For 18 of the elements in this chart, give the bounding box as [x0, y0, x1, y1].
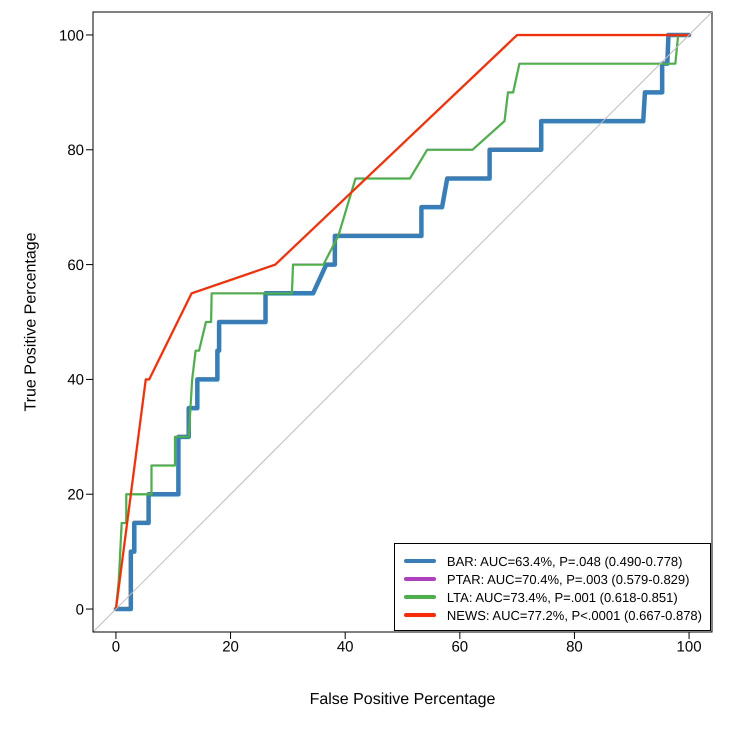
x-tick-label: 20: [222, 638, 239, 656]
legend-label: LTA: AUC=73.4%, P=.001 (0.618-0.851): [446, 590, 678, 604]
y-tick-label: 80: [67, 142, 84, 160]
x-tick-label: 60: [451, 638, 468, 656]
legend-label: BAR: AUC=63.4%, P=.048 (0.490-0.778): [446, 554, 682, 568]
y-tick-label: 40: [67, 372, 84, 389]
y-axis-title: True Positive Percentage: [22, 232, 40, 412]
y-tick-label: 0: [76, 601, 84, 618]
y-tick-label: 20: [67, 486, 84, 504]
x-axis-title: False Positive Percentage: [310, 691, 496, 708]
y-tick-label: 100: [58, 27, 84, 44]
x-tick-label: 40: [336, 638, 354, 656]
x-tick-label: 100: [676, 638, 702, 656]
legend-label: NEWS: AUC=77.2%, P<.0001 (0.667-0.878): [446, 608, 702, 622]
x-tick-label: 0: [112, 638, 120, 656]
y-tick-label: 60: [67, 256, 84, 274]
x-tick-label: 80: [566, 638, 583, 656]
legend-label: PTAR: AUC=70.4%, P=.003 (0.579-0.829): [446, 572, 690, 586]
